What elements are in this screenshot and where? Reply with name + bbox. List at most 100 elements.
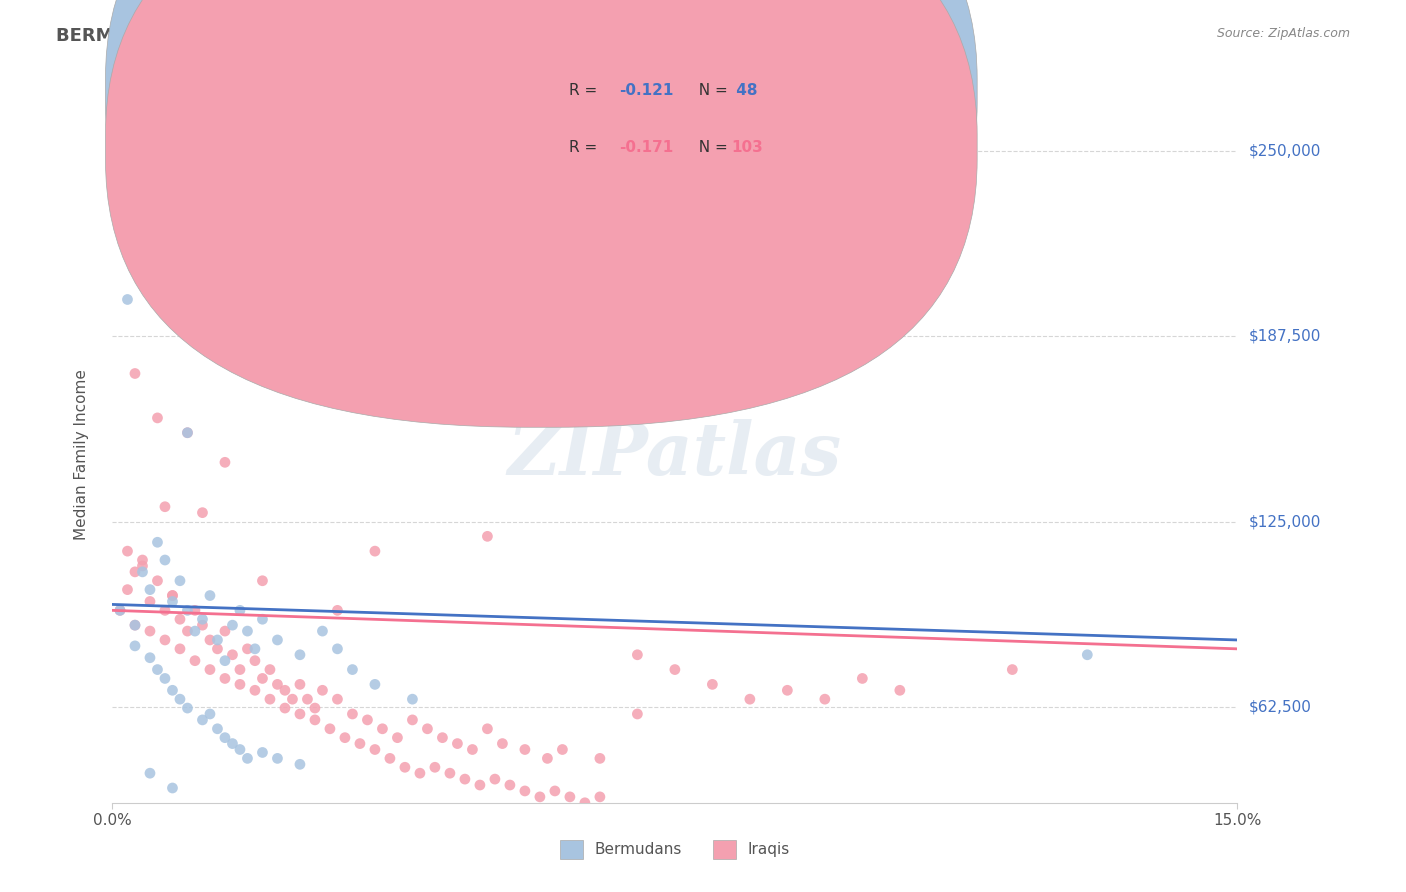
Point [117,544,139,558]
Point [664,663,686,677]
Point [162,683,184,698]
Text: $187,500: $187,500 [1249,329,1320,344]
Point [266,632,288,647]
Point [124,618,146,632]
Point [146,663,169,677]
Point [558,789,581,804]
Point [409,766,432,780]
Point [162,780,184,795]
Point [146,535,169,549]
Point [439,766,461,780]
Point [304,713,326,727]
Point [333,731,356,745]
Point [169,641,191,656]
Text: Source: ZipAtlas.com: Source: ZipAtlas.com [1216,27,1350,40]
Text: 103: 103 [731,140,763,154]
Point [229,663,252,677]
Point [176,701,198,715]
Point [401,713,423,727]
Text: ZIPatlas: ZIPatlas [508,419,842,491]
Point [139,766,162,780]
Point [153,672,176,686]
Text: N =: N = [689,140,733,154]
Point [536,751,558,765]
Point [243,683,266,698]
Point [139,624,162,638]
Point [589,789,612,804]
Text: R =: R = [569,140,603,154]
Point [139,650,162,665]
Point [191,506,214,520]
Point [252,612,274,626]
Point [1001,663,1024,677]
Point [387,731,409,745]
Text: $250,000: $250,000 [1249,144,1320,159]
Point [311,624,333,638]
Point [266,751,288,765]
Point [198,706,221,721]
Point [153,553,176,567]
Point [304,701,326,715]
Point [626,706,648,721]
Point [243,641,266,656]
Point [139,594,162,608]
Point [176,263,198,277]
Point [146,263,169,277]
Point [326,692,349,706]
Text: -0.171: -0.171 [619,140,673,154]
Point [326,603,349,617]
Point [484,772,506,786]
Point [416,722,439,736]
Point [288,706,311,721]
Point [117,293,139,307]
Point [162,594,184,608]
Point [589,751,612,765]
Point [117,233,139,247]
Point [281,692,304,706]
Point [259,663,281,677]
Point [297,692,319,706]
Point [124,639,146,653]
Point [236,624,259,638]
Point [162,589,184,603]
Point [169,574,191,588]
Point [477,529,499,543]
Point [131,565,153,579]
Point [176,603,198,617]
Legend: Bermudans, Iraqis: Bermudans, Iraqis [554,834,796,864]
Point [851,672,873,686]
Point [288,757,311,772]
Point [349,737,371,751]
Point [124,565,146,579]
Point [198,663,221,677]
Point [139,582,162,597]
Point [243,654,266,668]
Point [153,632,176,647]
Point [378,751,401,765]
Text: 48: 48 [731,84,758,98]
Point [513,784,536,798]
Point [153,500,176,514]
Point [108,603,131,617]
Point [288,648,311,662]
Point [184,654,207,668]
Point [446,737,468,751]
Point [364,544,387,558]
Point [153,603,176,617]
Point [574,796,596,810]
Point [131,553,153,567]
Point [814,692,837,706]
Point [499,778,522,792]
Point [326,641,349,656]
Point [162,277,184,292]
Point [169,692,191,706]
Point [146,411,169,425]
Point [214,654,236,668]
Point [184,624,207,638]
Point [544,784,567,798]
Text: $125,000: $125,000 [1249,514,1320,529]
Point [214,731,236,745]
Point [319,722,342,736]
Point [401,692,423,706]
Point [207,722,229,736]
